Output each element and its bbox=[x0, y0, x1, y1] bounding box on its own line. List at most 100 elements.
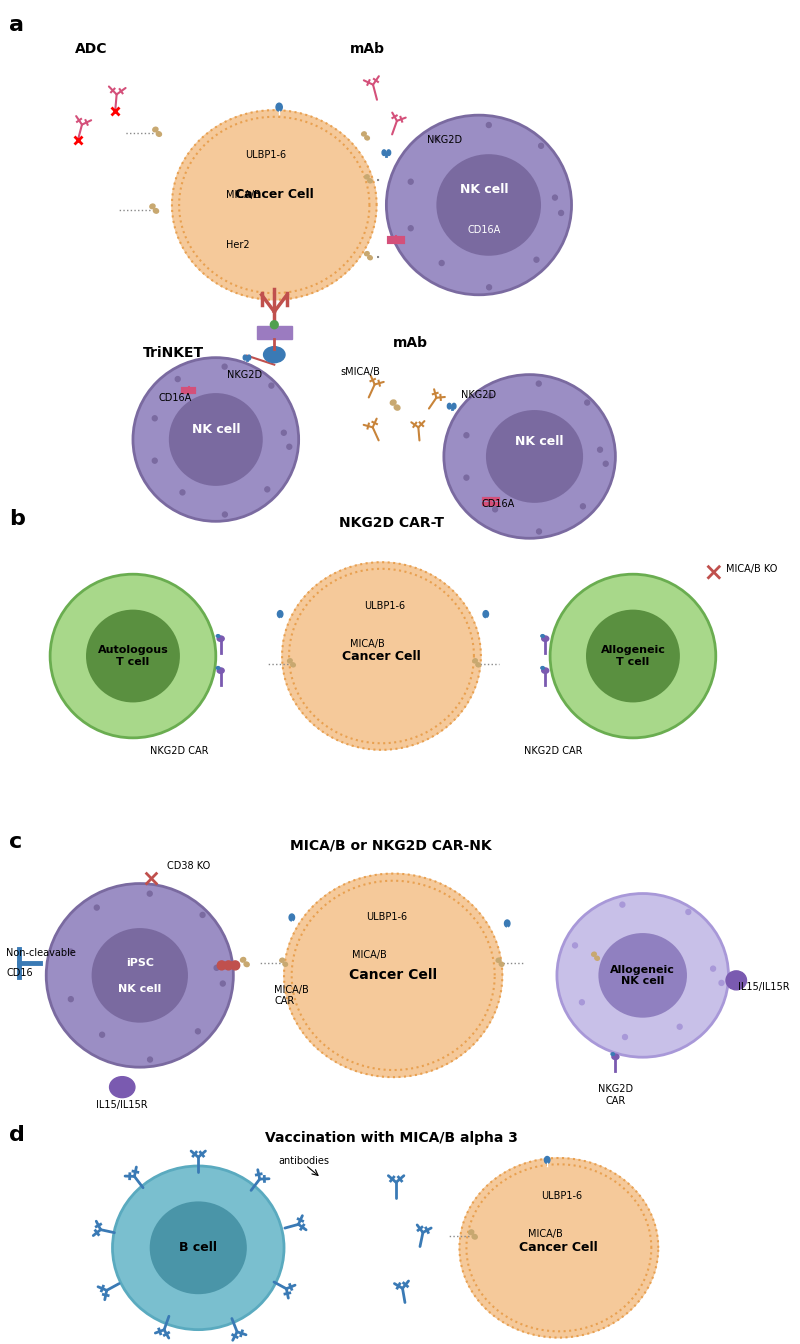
Ellipse shape bbox=[263, 347, 285, 363]
Ellipse shape bbox=[50, 574, 216, 738]
Circle shape bbox=[581, 504, 586, 509]
Circle shape bbox=[148, 1056, 153, 1062]
Text: IL15/IL15R: IL15/IL15R bbox=[97, 1101, 148, 1110]
Ellipse shape bbox=[483, 610, 489, 618]
Text: antibodies: antibodies bbox=[278, 1156, 329, 1167]
Circle shape bbox=[287, 445, 292, 449]
Text: B cell: B cell bbox=[179, 1242, 218, 1254]
Ellipse shape bbox=[244, 962, 249, 966]
Circle shape bbox=[152, 458, 157, 464]
Ellipse shape bbox=[172, 110, 377, 300]
Text: sMICA/B: sMICA/B bbox=[341, 367, 381, 376]
Text: Vaccination with MICA/B alpha 3: Vaccination with MICA/B alpha 3 bbox=[265, 1132, 518, 1145]
Circle shape bbox=[464, 476, 469, 480]
Ellipse shape bbox=[87, 612, 178, 702]
Text: a: a bbox=[9, 15, 24, 35]
Circle shape bbox=[486, 285, 491, 290]
Text: b: b bbox=[9, 509, 25, 530]
Text: Non-cleavable: Non-cleavable bbox=[6, 949, 76, 958]
Circle shape bbox=[579, 1000, 584, 1005]
Text: NK cell: NK cell bbox=[459, 184, 508, 196]
Ellipse shape bbox=[153, 128, 158, 132]
Circle shape bbox=[537, 530, 542, 534]
Ellipse shape bbox=[594, 956, 599, 960]
Ellipse shape bbox=[365, 175, 369, 179]
Text: MICA/B or NKG2D CAR-NK: MICA/B or NKG2D CAR-NK bbox=[290, 839, 492, 852]
Ellipse shape bbox=[469, 1230, 474, 1235]
Text: MICA/B: MICA/B bbox=[352, 950, 387, 961]
Ellipse shape bbox=[365, 136, 370, 140]
Circle shape bbox=[598, 448, 602, 452]
Ellipse shape bbox=[283, 962, 287, 966]
Text: NKG2D CAR: NKG2D CAR bbox=[524, 746, 582, 755]
Circle shape bbox=[464, 433, 469, 438]
Ellipse shape bbox=[459, 1159, 658, 1337]
Ellipse shape bbox=[113, 1167, 284, 1329]
Ellipse shape bbox=[282, 562, 481, 750]
Ellipse shape bbox=[280, 958, 284, 962]
Circle shape bbox=[100, 1032, 105, 1038]
Circle shape bbox=[94, 905, 99, 910]
Circle shape bbox=[282, 430, 286, 435]
Text: IL15/IL15R: IL15/IL15R bbox=[738, 982, 790, 992]
Text: Cancer Cell: Cancer Cell bbox=[519, 1242, 598, 1254]
Text: NKG2D CAR: NKG2D CAR bbox=[150, 746, 209, 755]
Text: CD16A: CD16A bbox=[467, 224, 501, 235]
Text: MICA/B: MICA/B bbox=[226, 190, 260, 200]
Circle shape bbox=[719, 980, 724, 985]
Ellipse shape bbox=[542, 636, 549, 641]
Ellipse shape bbox=[217, 636, 224, 641]
Circle shape bbox=[538, 144, 543, 148]
Ellipse shape bbox=[438, 156, 540, 254]
Ellipse shape bbox=[476, 663, 481, 667]
Ellipse shape bbox=[447, 403, 451, 409]
Ellipse shape bbox=[241, 957, 246, 962]
Ellipse shape bbox=[472, 1234, 478, 1239]
Text: NKG2D: NKG2D bbox=[427, 136, 462, 145]
Text: Her2: Her2 bbox=[226, 239, 249, 250]
Text: ULBP1-6: ULBP1-6 bbox=[366, 913, 407, 922]
Text: CD16: CD16 bbox=[6, 969, 33, 978]
Circle shape bbox=[147, 891, 152, 896]
Ellipse shape bbox=[93, 930, 186, 1021]
Ellipse shape bbox=[382, 151, 386, 156]
Text: CD38 KO: CD38 KO bbox=[167, 860, 210, 871]
Text: mAb: mAb bbox=[350, 42, 386, 56]
Circle shape bbox=[175, 376, 180, 382]
Ellipse shape bbox=[386, 151, 390, 156]
Ellipse shape bbox=[365, 251, 369, 255]
Ellipse shape bbox=[290, 663, 295, 667]
Circle shape bbox=[231, 961, 240, 970]
Text: Autologous
T cell: Autologous T cell bbox=[98, 645, 168, 667]
Text: ULBP1-6: ULBP1-6 bbox=[542, 1191, 582, 1202]
Ellipse shape bbox=[444, 375, 615, 539]
Ellipse shape bbox=[487, 411, 582, 501]
Circle shape bbox=[603, 461, 608, 466]
Text: NK cell: NK cell bbox=[118, 984, 162, 995]
Text: Cancer Cell: Cancer Cell bbox=[235, 188, 314, 202]
Circle shape bbox=[222, 512, 227, 517]
Circle shape bbox=[585, 401, 590, 405]
Text: ADC: ADC bbox=[74, 42, 107, 56]
Circle shape bbox=[710, 966, 715, 972]
Ellipse shape bbox=[46, 883, 234, 1067]
Ellipse shape bbox=[394, 405, 400, 410]
Text: MICA/B
CAR: MICA/B CAR bbox=[274, 985, 309, 1007]
Circle shape bbox=[220, 981, 226, 986]
Circle shape bbox=[493, 507, 498, 512]
Ellipse shape bbox=[156, 132, 162, 136]
Ellipse shape bbox=[368, 255, 372, 259]
Text: CD16A: CD16A bbox=[158, 392, 191, 403]
Circle shape bbox=[68, 949, 74, 954]
Circle shape bbox=[678, 1024, 682, 1030]
Ellipse shape bbox=[276, 103, 282, 112]
Ellipse shape bbox=[541, 634, 544, 637]
Text: NKG2D
CAR: NKG2D CAR bbox=[598, 1085, 633, 1106]
Circle shape bbox=[534, 257, 539, 262]
Ellipse shape bbox=[452, 403, 456, 409]
Ellipse shape bbox=[545, 1156, 550, 1164]
Text: Allogeneic
T cell: Allogeneic T cell bbox=[601, 645, 666, 667]
Ellipse shape bbox=[612, 1054, 619, 1059]
Ellipse shape bbox=[247, 355, 250, 360]
Circle shape bbox=[270, 321, 278, 329]
